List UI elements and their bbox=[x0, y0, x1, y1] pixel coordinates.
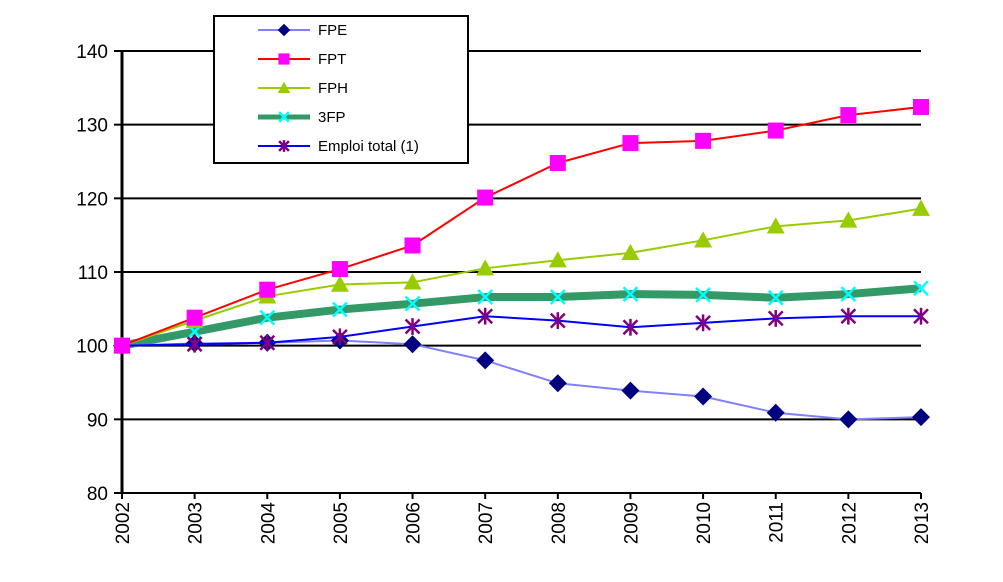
marker-square bbox=[913, 98, 929, 115]
y-axis-ticks: 80 90 100 110 120 130 140 bbox=[76, 42, 122, 505]
x-axis-ticks: 2002 2003 2004 2005 2006 2007 2008 2009 2010 2011… bbox=[113, 493, 933, 544]
marker-square bbox=[767, 122, 784, 139]
marker-asterisk bbox=[549, 312, 566, 330]
series-line bbox=[121, 207, 922, 347]
marker-square bbox=[549, 154, 566, 171]
y-tick-label: 110 bbox=[78, 263, 108, 284]
y-tick-label: 120 bbox=[76, 189, 108, 210]
marker-asterisk bbox=[259, 334, 276, 352]
legend-label: FPE bbox=[318, 22, 347, 39]
x-tick-label: 2010 bbox=[694, 502, 715, 544]
legend-item: FPE bbox=[258, 22, 347, 39]
x-tick-label: 2006 bbox=[404, 502, 425, 544]
marker-triangle bbox=[476, 259, 495, 276]
marker-diamond bbox=[766, 403, 785, 422]
legend-box bbox=[213, 15, 469, 164]
legend-item: 3FP bbox=[258, 109, 346, 126]
marker-diamond bbox=[548, 374, 567, 393]
y-tick-label: 130 bbox=[76, 116, 108, 137]
marker-asterisk bbox=[332, 328, 348, 346]
legend: FPE FPT FPH 3FP Emploi total (1) bbox=[213, 15, 469, 164]
series-line bbox=[121, 315, 921, 347]
marker-x bbox=[913, 280, 929, 297]
marker-asterisk bbox=[278, 140, 290, 152]
legend-item: FPT bbox=[258, 51, 346, 68]
marker-square bbox=[114, 337, 130, 354]
x-tick-label: 2005 bbox=[331, 502, 352, 544]
legend-item: FPH bbox=[258, 80, 348, 97]
marker-square bbox=[622, 135, 639, 152]
marker-asterisk bbox=[695, 314, 711, 332]
y-tick-label: 90 bbox=[87, 410, 108, 431]
marker-asterisk bbox=[404, 318, 421, 335]
y-tick-label: 100 bbox=[76, 337, 108, 358]
marker-x bbox=[332, 301, 348, 318]
marker-asterisk bbox=[913, 307, 929, 325]
x-tick-label: 2013 bbox=[912, 502, 933, 544]
marker-asterisk bbox=[840, 307, 857, 325]
y-tick-label: 80 bbox=[87, 484, 108, 505]
legend-label: FPT bbox=[318, 51, 346, 68]
series-group bbox=[113, 98, 930, 429]
marker-square bbox=[477, 189, 494, 206]
x-tick-label: 2008 bbox=[549, 502, 570, 544]
series-line bbox=[121, 339, 922, 421]
legend-label: 3FP bbox=[318, 109, 346, 126]
marker-square bbox=[259, 281, 276, 298]
marker-triangle bbox=[548, 251, 567, 268]
series-line bbox=[121, 105, 922, 347]
legend-label: FPH bbox=[318, 80, 348, 97]
marker-x bbox=[840, 286, 857, 302]
x-tick-label: 2011 bbox=[767, 502, 788, 543]
marker-triangle bbox=[766, 217, 785, 234]
x-tick-label: 2012 bbox=[839, 502, 860, 544]
marker-triangle bbox=[403, 273, 422, 290]
marker-x bbox=[549, 289, 566, 305]
legend-item: Emploi total (1) bbox=[258, 138, 419, 155]
legend-label: Emploi total (1) bbox=[318, 138, 419, 155]
marker-square bbox=[278, 53, 290, 65]
marker-diamond bbox=[621, 381, 640, 400]
marker-triangle bbox=[839, 211, 858, 228]
marker-square bbox=[186, 309, 203, 326]
marker-asterisk bbox=[477, 307, 494, 325]
marker-triangle bbox=[330, 275, 349, 292]
marker-x bbox=[278, 111, 290, 123]
marker-x bbox=[767, 289, 784, 306]
marker-diamond bbox=[912, 408, 930, 427]
marker-triangle bbox=[621, 243, 640, 261]
x-tick-label: 2003 bbox=[186, 502, 207, 544]
marker-diamond bbox=[694, 387, 713, 406]
marker-asterisk bbox=[186, 335, 203, 353]
marker-x bbox=[622, 286, 639, 302]
marker-square bbox=[331, 261, 348, 278]
marker-asterisk bbox=[622, 318, 639, 336]
marker-triangle bbox=[694, 231, 713, 248]
marker-square bbox=[840, 107, 857, 124]
series-emploi-total-1 bbox=[114, 307, 929, 355]
x-tick-label: 2002 bbox=[113, 502, 134, 544]
x-tick-label: 2007 bbox=[476, 502, 497, 544]
marker-triangle bbox=[277, 81, 291, 94]
marker-diamond bbox=[403, 335, 422, 354]
x-tick-label: 2004 bbox=[258, 502, 279, 545]
marker-x bbox=[404, 295, 421, 312]
series-fpt bbox=[114, 98, 929, 354]
marker-x bbox=[477, 289, 494, 305]
marker-diamond bbox=[476, 351, 495, 370]
marker-square bbox=[404, 237, 421, 254]
marker-square bbox=[695, 132, 712, 149]
marker-triangle bbox=[912, 199, 930, 216]
series-fph bbox=[113, 199, 930, 353]
marker-x bbox=[695, 286, 711, 303]
marker-diamond bbox=[277, 23, 291, 37]
marker-diamond bbox=[839, 410, 858, 429]
marker-x bbox=[259, 309, 276, 326]
y-tick-label: 140 bbox=[76, 42, 108, 63]
series-line bbox=[121, 284, 922, 350]
marker-asterisk bbox=[767, 310, 784, 327]
x-tick-label: 2009 bbox=[621, 502, 642, 544]
